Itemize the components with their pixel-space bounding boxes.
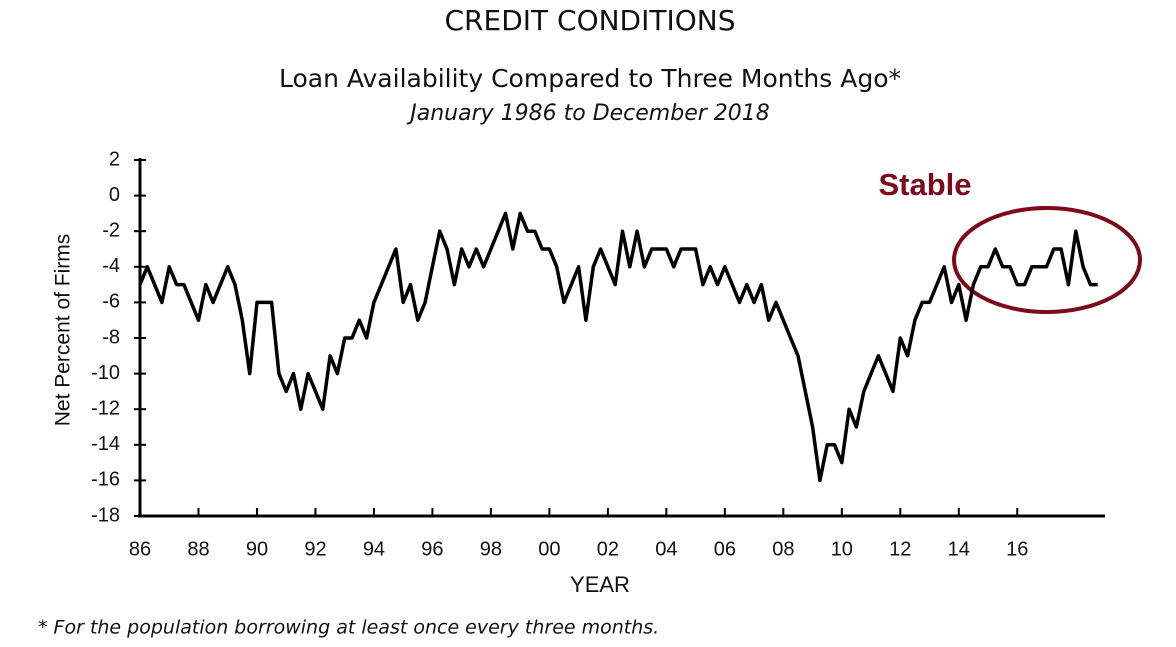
x-tick-label: 16 <box>1006 538 1028 560</box>
y-tick-label: -18 <box>91 504 120 526</box>
x-tick-label: 96 <box>421 538 443 560</box>
chart-subtitle: Loan Availability Compared to Three Mont… <box>279 64 901 93</box>
x-tick-label: 10 <box>831 538 853 560</box>
x-axis-label: YEAR <box>570 572 630 597</box>
x-tick-label: 14 <box>948 538 970 560</box>
x-tick-label: 00 <box>538 538 560 560</box>
footnote: * For the population borrowing at least … <box>38 617 659 639</box>
y-tick-label: -6 <box>102 291 120 313</box>
date-range: January 1986 to December 2018 <box>406 101 770 126</box>
y-tick-label: 2 <box>109 148 120 170</box>
highlight-ellipse <box>952 206 1142 314</box>
x-tick-label: 98 <box>480 538 502 560</box>
x-tick-label: 12 <box>889 538 911 560</box>
y-tick-label: -10 <box>91 362 120 384</box>
y-tick-label: -4 <box>102 255 120 277</box>
y-tick-label: -12 <box>91 397 120 419</box>
data-line <box>138 211 1098 483</box>
x-tick-label: 92 <box>304 538 326 560</box>
x-tick-label: 04 <box>655 538 677 560</box>
x-tick-label: 02 <box>597 538 619 560</box>
x-tick-label: 08 <box>772 538 794 560</box>
y-tick-label: 0 <box>109 184 120 206</box>
x-tick-label: 94 <box>363 538 385 560</box>
y-tick-label: -14 <box>91 433 120 455</box>
y-tick-label: -2 <box>102 219 120 241</box>
y-axis-label: Net Percent of Firms <box>52 234 75 427</box>
annotation: Stable <box>878 167 971 202</box>
y-tick-label: -8 <box>102 326 120 348</box>
y-tick-label: -16 <box>91 469 120 491</box>
x-tick-label: 86 <box>129 538 151 560</box>
x-tick-label: 88 <box>187 538 209 560</box>
chart-title: CREDIT CONDITIONS <box>445 4 736 37</box>
x-tick-label: 90 <box>246 538 268 560</box>
x-tick-label: 06 <box>714 538 736 560</box>
